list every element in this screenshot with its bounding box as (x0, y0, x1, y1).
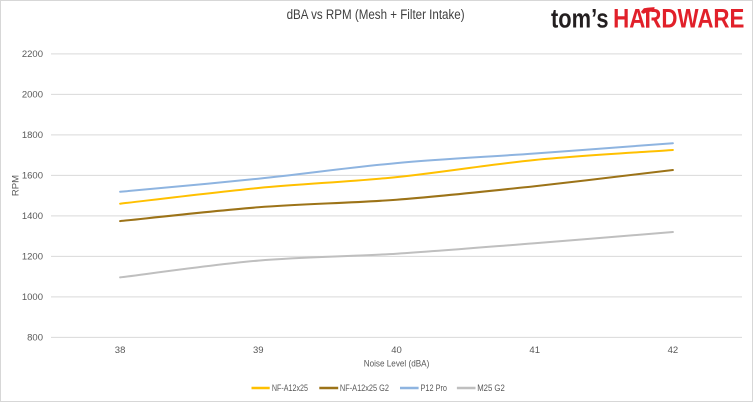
svg-text:2000: 2000 (22, 90, 43, 101)
svg-text:40: 40 (391, 345, 402, 356)
svg-text:2200: 2200 (22, 49, 43, 60)
svg-text:1600: 1600 (22, 171, 43, 182)
svg-text:1800: 1800 (22, 130, 43, 141)
svg-text:dBA vs RPM (Mesh + Filter Inta: dBA vs RPM (Mesh + Filter Intake) (287, 7, 465, 22)
svg-text:RPM: RPM (11, 175, 22, 196)
svg-text:41: 41 (529, 345, 540, 356)
svg-text:39: 39 (253, 345, 264, 356)
svg-text:M25 G2: M25 G2 (477, 383, 505, 393)
svg-text:38: 38 (115, 345, 126, 356)
svg-text:Noise Level (dBA): Noise Level (dBA) (364, 359, 430, 370)
svg-text:P12 Pro: P12 Pro (421, 383, 448, 393)
svg-text:1400: 1400 (22, 211, 43, 222)
svg-text:1200: 1200 (22, 252, 43, 263)
svg-text:800: 800 (27, 333, 43, 344)
svg-text:NF-A12x25 G2: NF-A12x25 G2 (340, 383, 389, 393)
svg-text:HARDWARE: HARDWARE (613, 4, 744, 34)
svg-text:tom’s: tom’s (551, 4, 609, 34)
svg-text:42: 42 (668, 345, 679, 356)
svg-text:NF-A12x25: NF-A12x25 (272, 383, 308, 393)
svg-text:1000: 1000 (22, 292, 43, 303)
